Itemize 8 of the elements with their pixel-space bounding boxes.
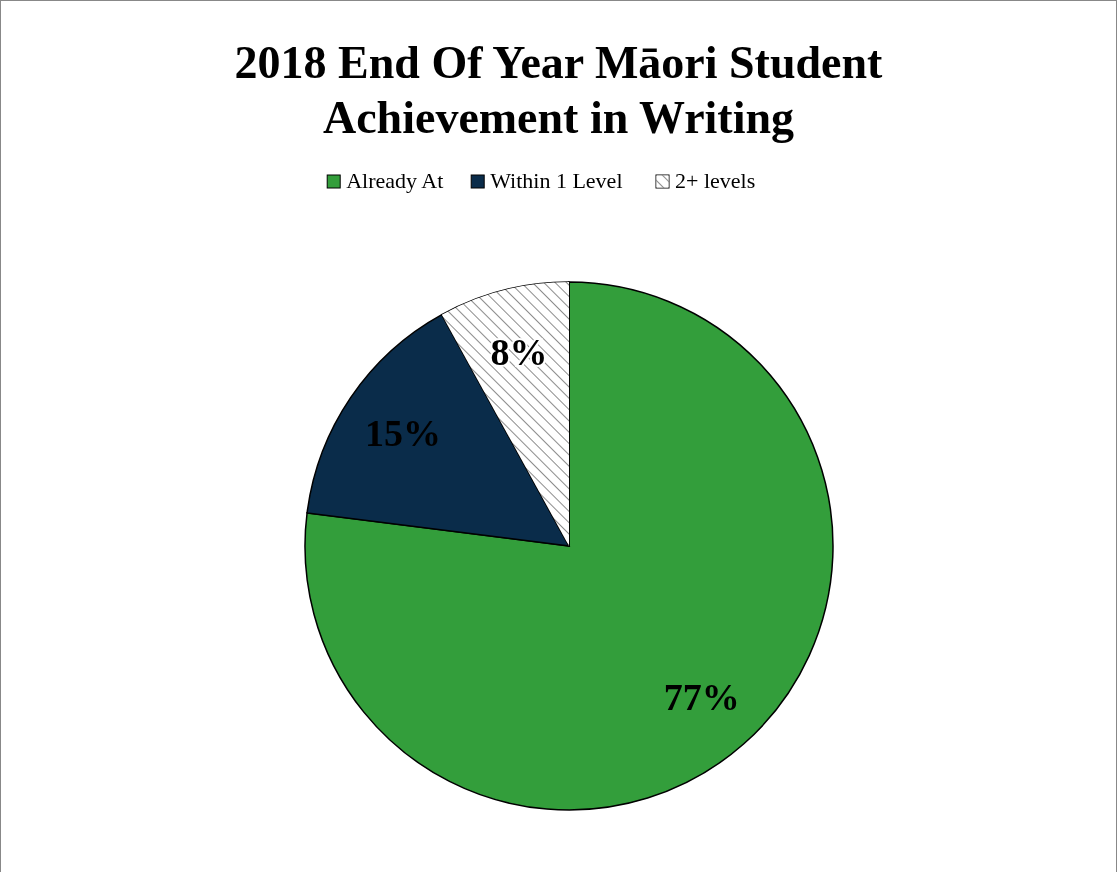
data-label: 77% (663, 675, 740, 718)
legend-label: 2+ levels (675, 168, 756, 193)
chart-title: 2018 End Of Year Māori Student Achievement in Writing (234, 37, 884, 143)
pie-slice (304, 281, 834, 811)
data-label: 15% (365, 412, 442, 455)
data-label: 8% (490, 330, 548, 373)
legend-label: Already At (346, 168, 444, 193)
legend-label: Within 1 Level (490, 168, 623, 193)
